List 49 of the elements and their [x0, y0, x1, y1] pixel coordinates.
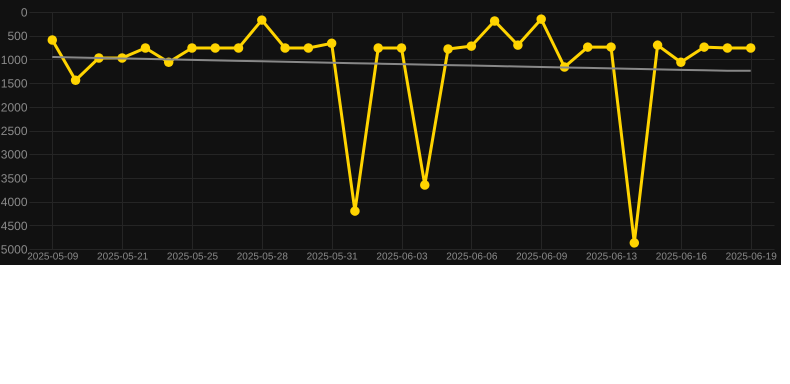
- x-tick-label: 2025-06-03: [376, 252, 428, 262]
- y-tick-label: 2000: [0, 100, 28, 114]
- y-tick-label: 3000: [0, 148, 28, 162]
- x-tick-label: 2025-05-31: [306, 252, 358, 262]
- x-tick-label: 2025-05-21: [97, 252, 149, 262]
- point: [699, 42, 709, 52]
- y-tick-label: 4500: [0, 218, 28, 233]
- point: [536, 14, 546, 24]
- x-tick-label: 2025-06-09: [516, 252, 568, 262]
- y-tick-label: 1500: [0, 76, 28, 91]
- point: [466, 41, 476, 51]
- point: [746, 43, 756, 53]
- y-tick-label: 5000: [0, 242, 28, 256]
- point: [304, 43, 314, 53]
- y-tick-label: 500: [7, 29, 28, 44]
- x-tick-label: 2025-05-28: [236, 252, 288, 262]
- point: [326, 38, 336, 48]
- x-tick-label: 2025-05-09: [27, 252, 79, 262]
- y-tick-label: 3500: [0, 171, 28, 186]
- x-tick-label: 2025-06-16: [656, 252, 708, 262]
- point: [48, 35, 58, 45]
- point: [350, 206, 360, 216]
- point: [676, 58, 686, 67]
- point: [513, 40, 523, 50]
- point: [234, 43, 244, 53]
- point: [420, 180, 430, 190]
- point: [630, 238, 640, 248]
- point: [70, 76, 80, 85]
- point: [583, 42, 592, 52]
- point: [490, 16, 500, 26]
- point: [140, 43, 150, 53]
- x-tick-label: 2025-06-06: [446, 252, 498, 262]
- point: [373, 43, 383, 53]
- x-tick-label: 2025-06-13: [586, 252, 638, 262]
- y-tick-label: 1000: [0, 52, 28, 67]
- point: [257, 15, 267, 25]
- x-tick-label: 2025-05-25: [166, 252, 218, 262]
- point: [210, 43, 220, 53]
- point: [652, 40, 662, 50]
- point: [722, 43, 732, 53]
- point: [187, 43, 197, 53]
- x-tick-label: 2025-06-19: [726, 252, 778, 262]
- point: [280, 43, 290, 53]
- y-tick-label: 4000: [0, 195, 28, 210]
- point: [396, 43, 406, 53]
- point: [443, 44, 453, 54]
- point: [606, 42, 616, 52]
- y-tick-label: 0: [20, 6, 28, 20]
- y-tick-label: 2500: [0, 124, 28, 138]
